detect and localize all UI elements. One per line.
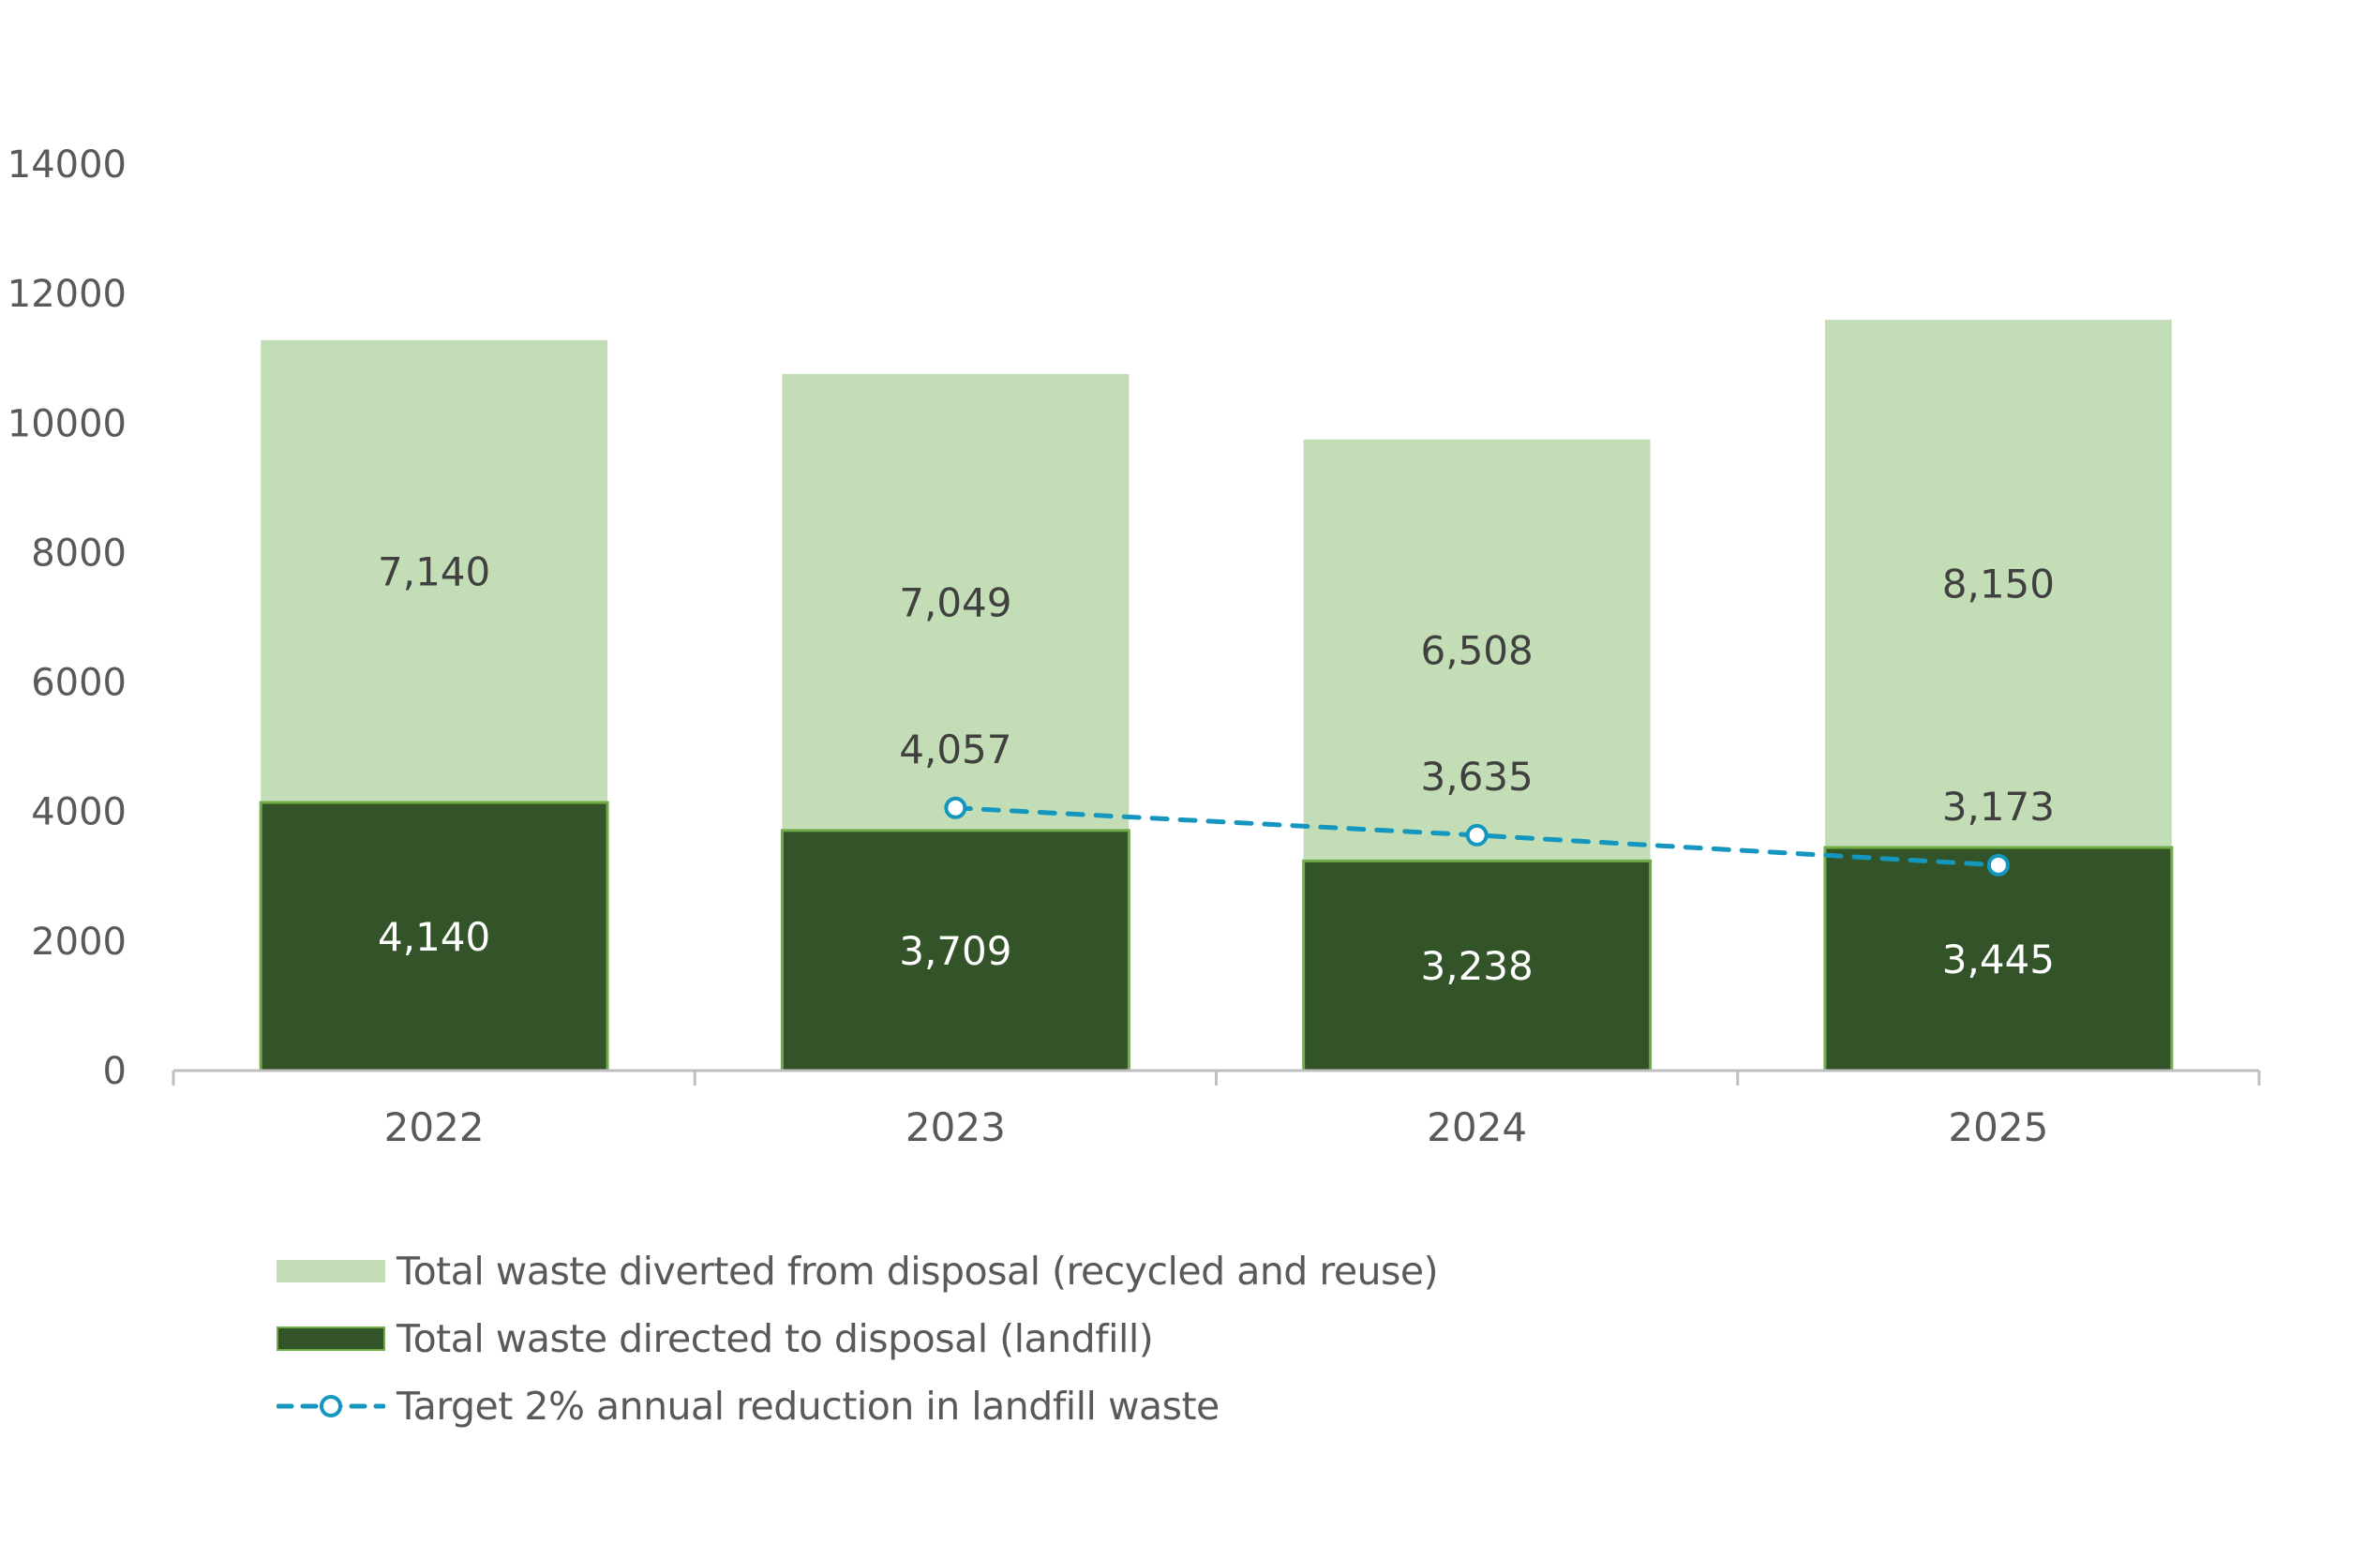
y-tick-label: 12000 (7, 273, 127, 316)
y-tick-label: 2000 (31, 921, 127, 964)
legend-swatch-landfill (277, 1327, 385, 1351)
legend-item-target: Target 2% annual reduction in landfill w… (277, 1372, 1438, 1440)
data-label-landfill: 3,709 (899, 928, 1011, 974)
target-marker (1986, 853, 2010, 877)
target-marker (1465, 823, 1489, 847)
y-tick-label: 8000 (31, 532, 127, 575)
legend-item-diverted: Total waste diverted from disposal (recy… (277, 1237, 1439, 1305)
legend-label-diverted: Total waste diverted from disposal (recy… (397, 1249, 1439, 1294)
bar-diverted (261, 339, 608, 803)
x-tick-label: 2022 (384, 1104, 485, 1150)
y-tick-label: 6000 (31, 662, 127, 705)
y-tick-label: 0 (103, 1050, 127, 1093)
y-tick-label: 4000 (31, 791, 127, 834)
target-marker (944, 796, 967, 819)
y-tick-label: 14000 (7, 143, 127, 187)
data-label-diverted: 6,508 (1421, 628, 1534, 674)
legend-item-landfill: Total waste directed to disposal (landfi… (277, 1305, 1438, 1372)
bar-landfill (1823, 846, 2174, 1072)
legend-label-landfill: Total waste directed to disposal (landfi… (397, 1316, 1154, 1361)
data-labels: 4,140 7,140 3,709 7,049 4,057 3,238 6,508 3,635… (378, 548, 2055, 989)
y-tick-label: 10000 (7, 402, 127, 445)
x-tick-label: 2023 (906, 1104, 1006, 1150)
data-label-landfill: 3,238 (1421, 943, 1534, 989)
data-label-diverted: 7,049 (899, 579, 1011, 625)
data-label-target: 4,057 (899, 727, 1011, 772)
legend-label-target: Target 2% annual reduction in landfill w… (397, 1384, 1220, 1429)
bar-landfill (1302, 859, 1653, 1072)
x-tick-label: 2025 (1948, 1104, 2048, 1150)
bar-landfill (780, 829, 1130, 1072)
target-line (944, 796, 2010, 877)
bar-landfill (259, 801, 609, 1072)
bars (259, 320, 2174, 1072)
y-axis: 0 2000 4000 6000 8000 10000 12000 14000 (7, 143, 127, 1093)
bar-diverted (1824, 320, 2172, 848)
data-label-diverted: 7,140 (378, 548, 490, 594)
legend-swatch-target (277, 1395, 385, 1417)
x-axis: 2022 2023 2024 2025 (172, 1069, 2261, 1150)
legend: Total waste diverted from disposal (recy… (277, 1237, 1439, 1440)
bar-diverted (782, 373, 1130, 831)
data-label-diverted: 8,150 (1942, 562, 2055, 607)
data-label-landfill: 3,445 (1942, 937, 2055, 982)
data-label-target: 3,173 (1942, 784, 2055, 830)
x-tick-label: 2024 (1427, 1104, 1527, 1150)
bar-diverted (1303, 439, 1651, 862)
data-label-landfill: 4,140 (378, 914, 490, 960)
legend-swatch-diverted (277, 1260, 385, 1282)
data-label-target: 3,635 (1421, 754, 1534, 800)
